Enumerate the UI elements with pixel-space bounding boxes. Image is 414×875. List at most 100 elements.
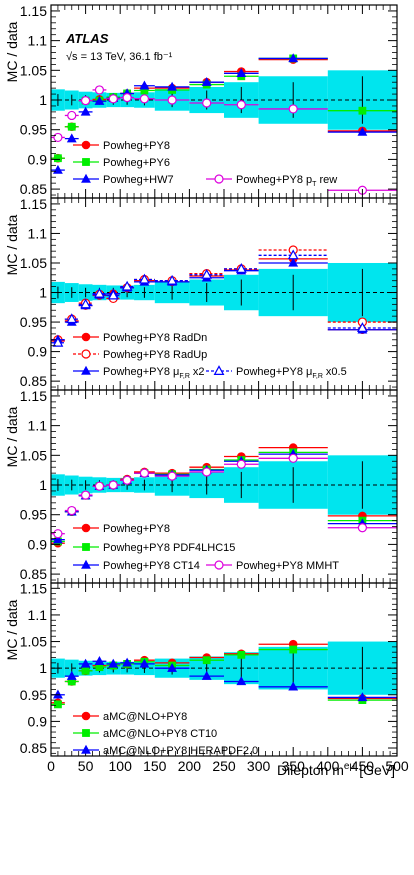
legend-label-main: Powheg+PY8 MMHT — [236, 560, 339, 572]
y-tick-label: 0.95 — [20, 687, 47, 703]
series-4-point-11 — [288, 104, 298, 114]
x-tick-label: 500 — [385, 758, 409, 774]
legend-marker — [82, 158, 90, 166]
y-tick-label: 1.05 — [20, 255, 47, 271]
x-tick-label: 200 — [178, 758, 202, 774]
legend-marker — [82, 543, 90, 551]
legend-label-main: Powheg+PY8 μ — [103, 366, 179, 378]
series-3-point-3 — [80, 106, 91, 116]
legend-entry-2: aMC@NLO+PY8 CT10 — [73, 728, 217, 740]
series-2-point-1 — [54, 154, 62, 163]
legend-marker — [81, 744, 91, 754]
legend-marker — [81, 711, 91, 721]
x-tick-label: 450 — [351, 758, 375, 774]
series-4-point-4 — [94, 287, 105, 298]
y-tick-label: 1.05 — [20, 447, 47, 463]
legend-label: Powheg+PY8 CT14 — [103, 560, 200, 572]
legend-label: Powheg+PY8 μF,R x0.5 — [236, 366, 347, 380]
legend-marker — [81, 140, 91, 150]
legend-label: aMC@NLO+PY8 — [103, 711, 187, 723]
y-tick-label: 0.85 — [20, 181, 47, 197]
series-3-point-1 — [53, 689, 63, 699]
series-3-point-8 — [167, 81, 178, 91]
series-4-point-5 — [108, 480, 118, 490]
y-tick-label: 0.9 — [28, 536, 48, 552]
legend-entry-1: Powheg+PY8 — [73, 523, 170, 535]
legend-label-main: aMC@NLO+PY8 CT10 — [103, 728, 217, 740]
series-3-point-8 — [167, 662, 178, 672]
series-4-point-12 — [356, 322, 368, 332]
legend-entry-3: aMC@NLO+PY8 HERAPDF2.0 — [73, 744, 258, 757]
legend-label: Powheg+PY8 μF,R x2 — [103, 366, 205, 380]
legend-label-suffix: x2 — [190, 366, 205, 378]
y-tick-label: 0.95 — [20, 122, 47, 138]
x-tick-label: 250 — [212, 758, 236, 774]
legend-marker — [214, 560, 224, 570]
series-4 — [51, 85, 397, 195]
legend-marker — [81, 332, 91, 342]
series-4-point-2 — [66, 313, 78, 324]
legend-label-main: Powheg+PY8 PDF4LHC15 — [103, 542, 235, 554]
legend-marker — [81, 559, 91, 569]
series-4-point-2 — [67, 505, 77, 516]
legend-label-main: Powheg+PY6 — [103, 157, 170, 169]
series-4-point-8 — [167, 471, 177, 481]
legend-marker — [81, 349, 91, 359]
legend-entry-1: Powheg+PY8 — [73, 140, 170, 152]
series-2-point-2 — [67, 122, 76, 131]
y-axis-title: MC / data — [4, 21, 20, 82]
legend-entry-2: Powheg+PY6 — [73, 157, 170, 169]
series-4-point-5 — [108, 94, 118, 104]
y-axis-title: MC / data — [4, 406, 20, 467]
series-4-point-9 — [202, 467, 212, 477]
x-axis-title-unit: [GeV] — [359, 762, 395, 778]
x-tick-label: 150 — [143, 758, 167, 774]
legend-label-main: Powheg+PY8 RadUp — [103, 349, 207, 361]
series-3-point-12 — [357, 692, 368, 702]
series-4-point-1 — [52, 336, 64, 347]
series-2-point-9 — [202, 656, 211, 665]
legend-label-suffix: rew — [316, 174, 337, 186]
y-tick-label: 0.95 — [20, 314, 47, 330]
x-tick-label: 50 — [78, 758, 94, 774]
y-tick-label: 1.1 — [28, 225, 48, 241]
y-tick-label: 1 — [39, 285, 47, 301]
series-4-point-1 — [53, 132, 63, 143]
y-tick-label: 1.1 — [28, 607, 48, 623]
series-4-point-12 — [357, 523, 367, 533]
legend-entry-3: Powheg+PY8 μF,R x2 — [73, 365, 205, 380]
legend-entry-2: Powheg+PY8 PDF4LHC15 — [73, 542, 235, 554]
series-4-point-9 — [201, 268, 213, 279]
series-4-point-10 — [235, 263, 247, 273]
y-tick-label: 0.9 — [28, 344, 48, 360]
legend-label-main: Powheg+PY8 p — [236, 174, 312, 186]
legend-label-main: Powheg+PY8 CT14 — [103, 560, 200, 572]
legend-label: Powheg+PY8 — [103, 140, 170, 152]
y-tick-label: 0.85 — [20, 373, 47, 389]
legend-marker — [82, 729, 90, 737]
legend-entry-1: aMC@NLO+PY8 — [73, 711, 187, 723]
series-2-point-1 — [54, 700, 62, 709]
y-tick-label: 1.1 — [28, 418, 48, 434]
atlas-label: ATLAS — [65, 31, 109, 46]
series-4-point-5 — [107, 289, 119, 300]
legend-label-sub: F,R — [312, 373, 323, 380]
series-4-point-8 — [166, 274, 178, 285]
legend-label-sub: F,R — [179, 373, 190, 380]
y-tick-label: 1.15 — [20, 388, 47, 404]
series-3-point-5 — [108, 658, 119, 668]
energy-label: √s = 13 TeV, 36.1 fb⁻¹ — [66, 51, 173, 63]
y-tick-label: 1.05 — [20, 62, 47, 78]
series-4-point-6 — [121, 280, 133, 291]
y-tick-label: 1.1 — [28, 33, 48, 49]
series-3-point-10 — [236, 676, 247, 686]
y-tick-label: 1 — [39, 92, 47, 108]
x-tick-label: 0 — [47, 758, 55, 774]
series-3-point-12 — [357, 126, 368, 136]
y-tick-label: 0.85 — [20, 740, 47, 756]
series-3-point-7 — [139, 658, 150, 668]
